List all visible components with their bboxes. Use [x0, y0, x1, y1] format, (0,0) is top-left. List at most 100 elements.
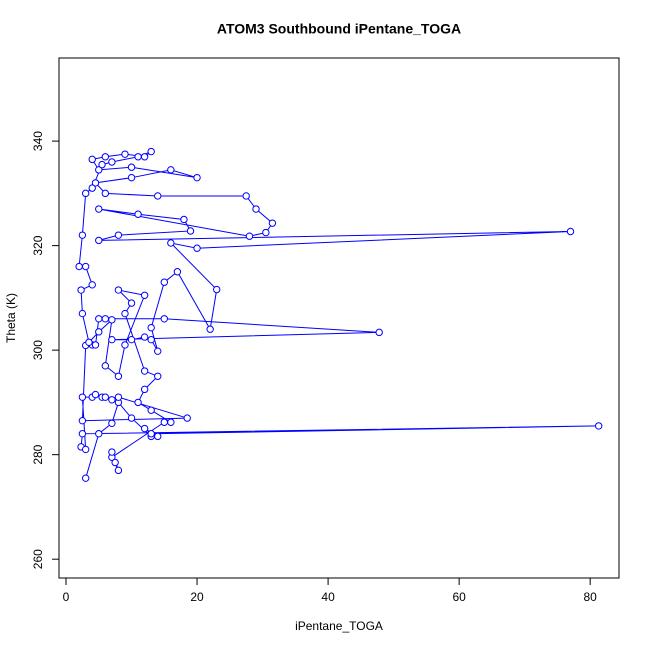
data-point: [108, 316, 116, 324]
y-axis-label: Theta (K): [4, 293, 18, 343]
data-point: [114, 466, 123, 475]
data-point: [108, 396, 116, 404]
data-point: [95, 236, 103, 245]
data-point: [81, 262, 90, 271]
x-tick-label: 40: [321, 590, 335, 604]
data-point: [98, 160, 106, 169]
data-point: [127, 173, 136, 182]
data-point: [78, 309, 87, 318]
data-point: [85, 338, 93, 347]
data-point: [127, 335, 136, 344]
data-point: [91, 390, 100, 399]
data-point: [121, 150, 129, 158]
data-point: [108, 158, 116, 166]
x-tick-label: 0: [63, 590, 70, 604]
data-point: [81, 189, 90, 198]
data-point: [186, 227, 195, 235]
data-point: [75, 262, 83, 271]
data-point: [108, 335, 116, 344]
data-point: [95, 315, 103, 323]
data-point: [114, 393, 123, 401]
data-point: [180, 215, 188, 224]
x-tick-label: 20: [190, 590, 204, 604]
data-point: [268, 219, 277, 227]
data-point: [252, 205, 260, 213]
data-point: [147, 147, 155, 156]
data-point: [140, 367, 149, 375]
data-point: [88, 184, 96, 192]
data-point: [91, 179, 100, 187]
data-point: [101, 315, 110, 323]
data-point: [114, 372, 123, 380]
data-point: [95, 166, 103, 174]
data-point: [206, 325, 214, 333]
data-point: [140, 153, 149, 161]
y-tick-label: 320: [31, 235, 45, 255]
data-point: [108, 419, 116, 428]
x-tick-label: 80: [583, 590, 597, 604]
data-point: [101, 153, 110, 161]
data-point: [245, 232, 254, 240]
data-point: [160, 278, 168, 286]
data-point: [183, 414, 191, 422]
data-point: [154, 192, 162, 200]
data-point: [140, 333, 149, 341]
data-point: [134, 210, 142, 218]
y-tick-label: 280: [31, 444, 45, 464]
data-point: [193, 244, 201, 252]
data-point: [134, 153, 142, 161]
data-point: [78, 231, 87, 239]
data-point: [78, 430, 87, 438]
data-point: [154, 347, 162, 355]
data-point: [213, 285, 221, 294]
data-point: [594, 422, 603, 430]
data-point: [167, 239, 175, 247]
data-point: [88, 155, 96, 164]
data-point: [147, 323, 155, 332]
y-tick-label: 300: [31, 340, 45, 360]
data-point: [173, 268, 182, 276]
data-point: [77, 286, 85, 294]
data-point: [147, 335, 155, 344]
data-point: [101, 393, 110, 401]
data-point: [127, 414, 136, 422]
data-point: [88, 281, 96, 289]
data-point: [147, 406, 155, 414]
data-point: [114, 231, 123, 239]
data-point: [101, 189, 110, 198]
data-point: [167, 418, 175, 426]
data-point: [95, 328, 103, 336]
data-point: [121, 341, 129, 349]
chart-title: ATOM3 Southbound iPentane_TOGA: [217, 21, 461, 37]
data-point: [108, 448, 116, 456]
x-tick-label: 60: [452, 590, 466, 604]
data-point: [375, 328, 383, 337]
data-point: [81, 445, 90, 454]
y-tick-label: 260: [31, 549, 45, 569]
data-point: [167, 166, 175, 174]
data-point: [140, 291, 149, 299]
data-point: [78, 416, 87, 425]
data-point: [127, 299, 136, 307]
data-point: [566, 227, 575, 236]
x-axis-label: iPentane_TOGA: [295, 619, 383, 633]
data-point: [154, 432, 162, 441]
data-point: [114, 286, 123, 294]
data-point: [95, 430, 103, 438]
data-point: [140, 424, 149, 433]
data-point: [147, 430, 155, 438]
data-point: [140, 385, 149, 394]
data-point: [91, 341, 100, 349]
y-tick-label: 340: [31, 131, 45, 151]
data-point: [111, 458, 119, 467]
data-point: [81, 474, 90, 482]
data-point: [160, 315, 168, 323]
data-point: [78, 393, 87, 401]
data-point: [101, 362, 110, 370]
data-point: [127, 163, 136, 171]
data-point: [121, 309, 129, 318]
plot-frame: [58, 57, 620, 579]
data-point: [154, 372, 162, 380]
